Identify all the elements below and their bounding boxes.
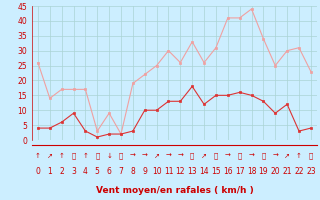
Text: 13: 13: [188, 168, 197, 176]
Text: 3: 3: [71, 168, 76, 176]
Text: ↑: ↑: [83, 153, 88, 159]
Text: ↓: ↓: [106, 153, 112, 159]
Text: 21: 21: [282, 168, 292, 176]
Text: →: →: [142, 153, 148, 159]
Text: →: →: [225, 153, 231, 159]
Text: ↗: ↗: [154, 153, 160, 159]
Text: ↗: ↗: [284, 153, 290, 159]
Text: 17: 17: [235, 168, 244, 176]
Text: 1: 1: [47, 168, 52, 176]
Text: 4: 4: [83, 168, 88, 176]
Text: 19: 19: [259, 168, 268, 176]
Text: ↑: ↑: [59, 153, 65, 159]
Text: ↗: ↗: [47, 153, 53, 159]
Text: 20: 20: [270, 168, 280, 176]
Text: ⮡: ⮡: [309, 153, 313, 159]
Text: 10: 10: [152, 168, 161, 176]
Text: Vent moyen/en rafales ( km/h ): Vent moyen/en rafales ( km/h ): [96, 186, 253, 195]
Text: ⮣: ⮣: [261, 153, 266, 159]
Text: ⮠: ⮠: [95, 153, 100, 159]
Text: →: →: [130, 153, 136, 159]
Text: 2: 2: [59, 168, 64, 176]
Text: ⮢: ⮢: [214, 153, 218, 159]
Text: 9: 9: [142, 168, 147, 176]
Text: ⮣: ⮣: [119, 153, 123, 159]
Text: 16: 16: [223, 168, 233, 176]
Text: 15: 15: [211, 168, 221, 176]
Text: 5: 5: [95, 168, 100, 176]
Text: 6: 6: [107, 168, 112, 176]
Text: ⮣: ⮣: [237, 153, 242, 159]
Text: →: →: [272, 153, 278, 159]
Text: 14: 14: [199, 168, 209, 176]
Text: 12: 12: [176, 168, 185, 176]
Text: 8: 8: [131, 168, 135, 176]
Text: 7: 7: [119, 168, 124, 176]
Text: ⮣: ⮣: [190, 153, 194, 159]
Text: →: →: [177, 153, 183, 159]
Text: →: →: [249, 153, 254, 159]
Text: 11: 11: [164, 168, 173, 176]
Text: ⮢: ⮢: [71, 153, 76, 159]
Text: 0: 0: [36, 168, 40, 176]
Text: ↗: ↗: [201, 153, 207, 159]
Text: 23: 23: [306, 168, 316, 176]
Text: ↑: ↑: [35, 153, 41, 159]
Text: →: →: [165, 153, 172, 159]
Text: ↑: ↑: [296, 153, 302, 159]
Text: 22: 22: [294, 168, 304, 176]
Text: 18: 18: [247, 168, 256, 176]
